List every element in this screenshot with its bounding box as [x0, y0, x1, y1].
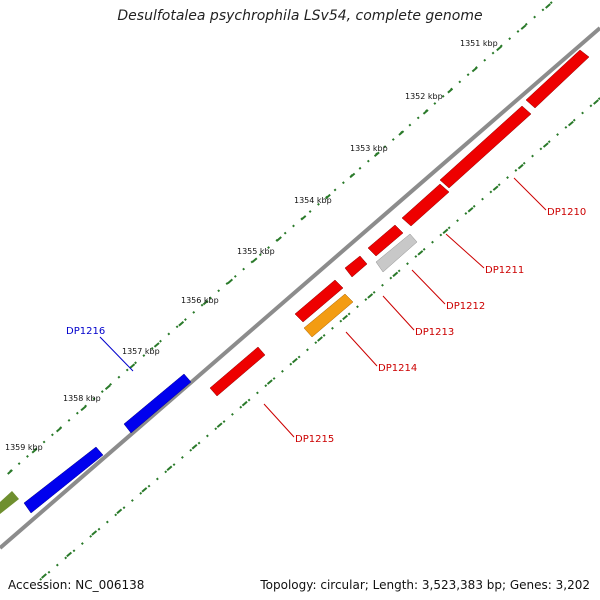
label-leader-dp1213	[382, 295, 415, 331]
major-tick	[520, 24, 527, 30]
major-tick	[291, 357, 298, 364]
major-tick	[447, 88, 454, 94]
major-tick	[467, 207, 474, 213]
major-tick	[141, 487, 148, 493]
gene-arrow-dp1214-orange[interactable]	[303, 293, 354, 338]
label-leader-dp1212	[411, 269, 446, 305]
major-tick	[392, 271, 399, 278]
major-tick	[116, 508, 123, 515]
major-tick	[542, 142, 549, 148]
gene-label-dp1215[interactable]: DP1215	[295, 434, 334, 445]
major-tick	[349, 172, 356, 179]
scale-label: 1357 kbp	[122, 347, 160, 356]
gene-arrow-forward-partial[interactable]	[0, 491, 19, 514]
scale-label: 1354 kbp	[294, 196, 332, 205]
major-tick	[545, 3, 551, 9]
major-tick	[80, 405, 87, 412]
major-tick	[31, 448, 38, 454]
major-tick	[153, 342, 160, 348]
scale-label: 1358 kbp	[63, 394, 101, 403]
scale-label: 1351 kbp	[460, 39, 498, 48]
map-title: Desulfotalea psychrophila LSv54, complet…	[117, 8, 483, 24]
gene-arrow-dp1216[interactable]	[123, 373, 192, 434]
gene-label-dp1213[interactable]: DP1213	[415, 327, 454, 338]
major-tick	[166, 465, 173, 471]
major-ticks-outer	[7, 3, 551, 475]
gene-arrow-dp1213-b[interactable]	[344, 255, 368, 278]
major-tick	[191, 444, 198, 450]
major-tick	[66, 551, 73, 558]
major-tick	[517, 163, 524, 170]
major-tick	[202, 299, 209, 306]
label-leader-dp1215	[263, 403, 295, 438]
major-tick	[276, 236, 282, 242]
major-tick	[241, 400, 248, 407]
gene-arrow-dp1213-a[interactable]	[367, 224, 404, 257]
gene-arrow-dp1210-a[interactable]	[525, 49, 590, 109]
major-tick	[251, 257, 258, 263]
major-tick	[317, 336, 323, 342]
scale-label: 1356 kbp	[181, 296, 219, 305]
major-tick	[342, 314, 349, 321]
gene-arrow-dp1211[interactable]	[401, 183, 450, 227]
gene-label-dp1211[interactable]: DP1211	[485, 265, 524, 276]
major-tick	[567, 120, 574, 127]
gene-label-dp1216[interactable]: DP1216	[66, 326, 105, 337]
major-tick	[104, 384, 111, 390]
gene-arrow-dp1215[interactable]	[209, 346, 266, 397]
major-tick	[324, 193, 331, 200]
major-tick	[55, 426, 62, 433]
major-tick	[417, 250, 424, 256]
major-tick	[266, 379, 273, 385]
scale-label: 1353 kbp	[350, 144, 388, 153]
gene-arrow-dp1212[interactable]	[375, 233, 418, 273]
major-tick	[41, 573, 47, 579]
gene-label-dp1212[interactable]: DP1212	[446, 301, 485, 312]
major-tick	[227, 278, 234, 285]
gene-arrow-forward[interactable]	[23, 446, 104, 514]
major-tick	[471, 66, 478, 73]
label-leader-dp1214	[345, 331, 378, 367]
major-tick	[442, 228, 449, 234]
gene-arrow-dp1214-red[interactable]	[294, 279, 344, 323]
major-tick	[492, 185, 499, 191]
gene-label-dp1214[interactable]: DP1214	[378, 363, 417, 374]
major-tick	[178, 321, 185, 327]
major-tick	[7, 469, 13, 475]
gene-label-dp1210[interactable]: DP1210	[547, 207, 586, 218]
genome-summary-text: Topology: circular; Length: 3,523,383 bp…	[260, 578, 590, 592]
accession-text: Accession: NC_006138	[8, 578, 145, 592]
label-leader-dp1216	[99, 336, 134, 372]
major-tick	[422, 109, 429, 115]
major-tick	[496, 45, 503, 52]
major-tick	[91, 530, 98, 536]
major-ticks-inner	[41, 99, 599, 579]
label-leader-dp1211	[445, 233, 485, 269]
label-leader-dp1210	[513, 177, 547, 211]
scale-label: 1355 kbp	[237, 247, 275, 256]
major-tick	[593, 99, 599, 105]
major-tick	[129, 363, 136, 369]
major-tick	[367, 293, 374, 299]
major-tick	[398, 130, 405, 136]
scale-label: 1359 kbp	[5, 443, 43, 452]
major-tick	[373, 151, 380, 157]
major-tick	[300, 215, 307, 221]
genome-backbone	[0, 26, 600, 550]
scale-label: 1352 kbp	[405, 92, 443, 101]
major-tick	[216, 422, 223, 428]
gene-arrow-dp1210-b[interactable]	[439, 105, 532, 189]
